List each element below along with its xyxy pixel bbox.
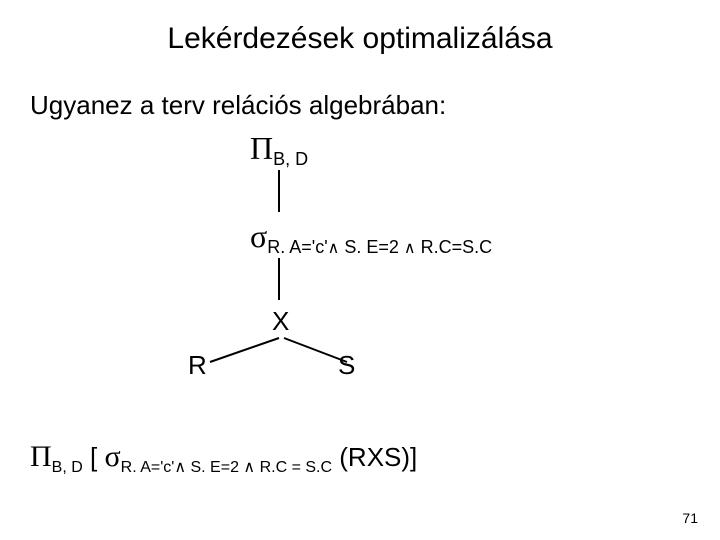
formula-sigma-p2: S. E=2 xyxy=(186,459,243,476)
sigma-sub-p2: S. E=2 xyxy=(339,237,404,257)
page-number: 71 xyxy=(682,510,698,526)
sigma-sub-p3: R.C=S.C xyxy=(416,237,493,257)
formula-pi-sub: B, D xyxy=(52,459,83,476)
sigma-symbol: σ xyxy=(250,218,267,254)
formula-sigma-p3: R.C = S.C xyxy=(255,459,332,476)
tree-leaf-r: R xyxy=(188,350,207,381)
formula-pi: Π xyxy=(30,440,52,473)
sigma-and1: ∧ xyxy=(328,240,340,257)
formula-open: [ xyxy=(83,442,105,472)
tree-edge-sel-join xyxy=(278,258,280,300)
formula-sigma-p1: R. A='c' xyxy=(121,459,175,476)
formula-and1: ∧ xyxy=(174,459,186,476)
formula-sigma: σ xyxy=(104,440,120,473)
slide: Lekérdezések optimalizálása Ugyanez a te… xyxy=(0,0,720,540)
sigma-sub-p1: R. A='c' xyxy=(267,237,327,257)
tree-edge-root-sel xyxy=(278,170,280,212)
sigma-and2: ∧ xyxy=(404,240,416,257)
tree-join: X xyxy=(272,306,289,337)
branch-left xyxy=(210,338,279,362)
slide-subtitle: Ugyanez a terv relációs algebrában: xyxy=(30,90,446,121)
tree-root-projection: ΠB, D xyxy=(250,130,308,170)
slide-title: Lekérdezések optimalizálása xyxy=(0,22,720,56)
pi-subscript: B, D xyxy=(273,149,308,169)
algebra-formula: ΠB, D [ σR. A='c'∧ S. E=2 ∧ R.C = S.C (R… xyxy=(30,440,417,477)
formula-tail: (RXS)] xyxy=(332,442,417,472)
pi-symbol: Π xyxy=(250,130,273,166)
formula-and2: ∧ xyxy=(243,459,255,476)
tree-selection: σR. A='c'∧ S. E=2 ∧ R.C=S.C xyxy=(250,218,492,258)
tree-leaf-s: S xyxy=(338,350,355,381)
